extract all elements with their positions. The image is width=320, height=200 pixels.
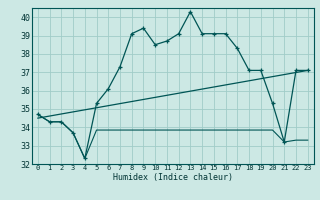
X-axis label: Humidex (Indice chaleur): Humidex (Indice chaleur) — [113, 173, 233, 182]
